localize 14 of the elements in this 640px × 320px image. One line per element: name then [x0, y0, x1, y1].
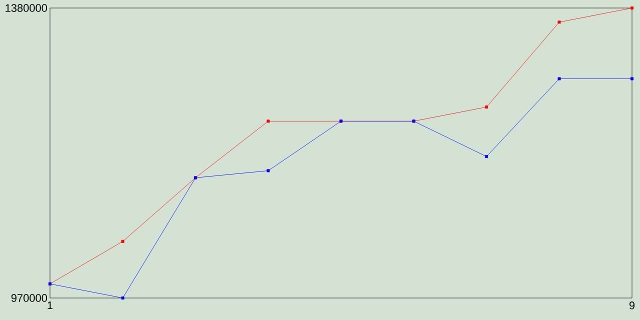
y-tick-label: 970000	[11, 294, 48, 302]
point	[266, 120, 270, 123]
point	[558, 20, 561, 24]
point	[121, 296, 124, 300]
point	[558, 77, 561, 80]
point	[485, 106, 488, 109]
point	[121, 240, 124, 243]
point	[630, 6, 634, 10]
point	[630, 77, 634, 80]
point	[485, 155, 488, 158]
x-tick-label: 1	[48, 302, 53, 310]
x-tick-label: 9	[629, 302, 635, 310]
point	[266, 169, 270, 172]
y-tick-label: 1380000	[6, 4, 48, 12]
